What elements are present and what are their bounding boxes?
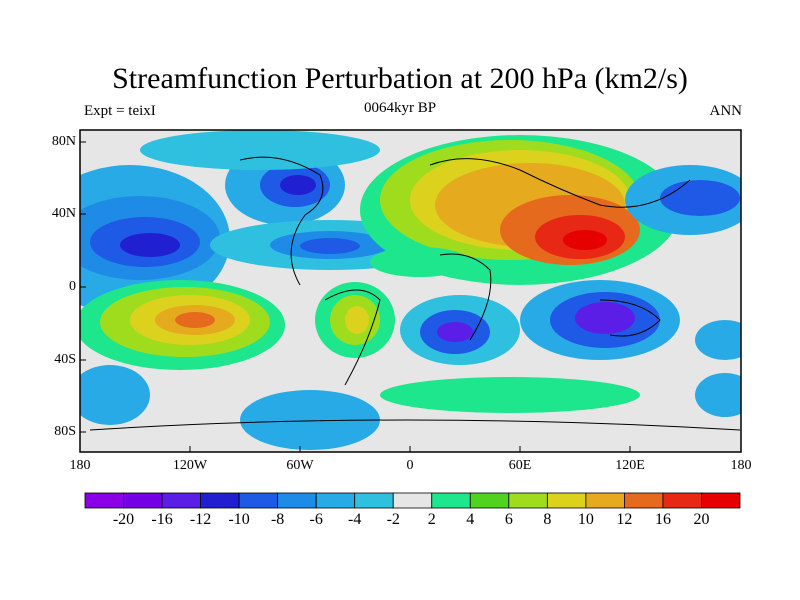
x-tick-label: 120E	[615, 458, 645, 473]
colorbar-label: -16	[151, 511, 173, 528]
y-tick-label: 0	[69, 279, 76, 294]
colorbar-swatch	[662, 492, 702, 509]
colorbar-swatch	[392, 492, 433, 509]
colorbar-swatch	[701, 492, 741, 509]
colorbar-label: -12	[189, 511, 212, 528]
colorbar-swatch	[469, 492, 510, 509]
colorbar-swatch	[238, 492, 279, 509]
colorbar-label: 8	[543, 511, 552, 528]
colorbar-swatch	[431, 492, 471, 509]
colorbar-label: 10	[577, 511, 594, 528]
experiment-label: Expt = teixI	[84, 103, 156, 119]
season-label: ANN	[709, 103, 743, 119]
y-tick-label: 80S	[54, 424, 76, 439]
colorbar-label: -4	[348, 511, 362, 528]
x-tick-label: 60W	[286, 458, 314, 473]
colorbar-label: -2	[386, 511, 400, 528]
colorbar-swatch	[200, 492, 240, 509]
colorbar-label: 16	[654, 511, 671, 528]
colorbar-label: 2	[427, 511, 436, 528]
colorbar-swatch	[624, 492, 664, 509]
colorbar-swatch	[546, 492, 587, 509]
x-tick-label: 0	[406, 458, 414, 473]
colorbar-swatch	[508, 492, 548, 509]
colorbar-label: -20	[112, 511, 135, 528]
colorbar	[84, 492, 741, 509]
y-tick-label: 80N	[51, 134, 76, 149]
x-tick-label: 120W	[172, 458, 208, 473]
colorbar-label: 12	[616, 511, 633, 528]
colorbar-label: -6	[309, 511, 323, 528]
colorbar-label: -8	[270, 511, 285, 528]
colorbar-swatch	[277, 492, 317, 509]
y-tick-label: 40S	[54, 352, 76, 367]
colorbar-swatch	[161, 492, 201, 509]
colorbar-swatch	[84, 492, 124, 509]
contour-field	[80, 130, 741, 452]
colorbar-swatch	[354, 492, 394, 509]
time-label: 0064kyr BP	[363, 100, 437, 116]
colorbar-swatch	[585, 492, 625, 509]
colorbar-swatch	[123, 492, 163, 509]
x-tick-label: 180	[730, 458, 752, 473]
colorbar-label: 20	[693, 511, 710, 528]
x-tick-label: 60E	[508, 458, 532, 473]
map-title: Streamfunction Perturbation at 200 hPa (…	[112, 62, 688, 95]
colorbar-label: 4	[466, 511, 475, 528]
x-tick-label: 180	[69, 458, 91, 473]
colorbar-label: 6	[504, 511, 513, 528]
colorbar-swatch	[315, 492, 356, 509]
tick-marks	[80, 141, 631, 452]
colorbar-label: -10	[228, 511, 250, 528]
y-tick-label: 40N	[51, 206, 76, 221]
